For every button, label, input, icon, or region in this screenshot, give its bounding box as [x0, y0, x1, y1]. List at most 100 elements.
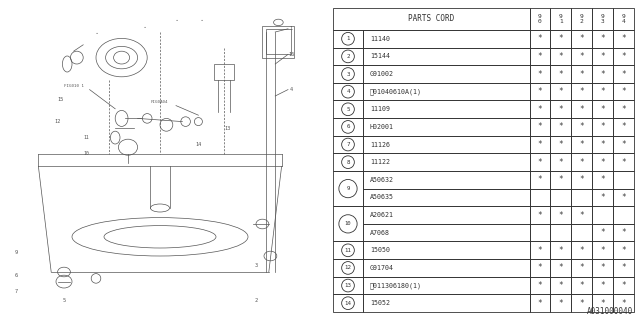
Text: *: * — [538, 211, 542, 220]
Text: 7: 7 — [15, 289, 17, 294]
Text: *: * — [600, 228, 605, 237]
Bar — [592, 171, 613, 188]
Bar — [333, 100, 364, 118]
Text: 11: 11 — [84, 135, 89, 140]
Text: *: * — [538, 175, 542, 184]
Text: *: * — [579, 69, 584, 78]
Bar — [550, 153, 571, 171]
Bar — [333, 136, 364, 153]
Bar — [550, 83, 571, 100]
Text: *: * — [600, 263, 605, 272]
Bar — [530, 153, 550, 171]
Bar — [364, 294, 530, 312]
Bar — [530, 48, 550, 65]
Text: A50632: A50632 — [370, 177, 394, 183]
Bar — [592, 48, 613, 65]
Text: FIG0A04: FIG0A04 — [150, 100, 168, 104]
Bar — [364, 118, 530, 136]
Text: *: * — [559, 87, 563, 96]
Bar — [364, 153, 530, 171]
Bar — [364, 277, 530, 294]
Bar — [530, 171, 550, 188]
Text: FIG010 1: FIG010 1 — [64, 84, 84, 88]
Text: *: * — [538, 299, 542, 308]
Bar — [613, 188, 634, 206]
Bar — [550, 294, 571, 312]
Text: 4: 4 — [346, 89, 349, 94]
Bar — [572, 136, 592, 153]
Text: Ⓑ011306180(1): Ⓑ011306180(1) — [370, 282, 422, 289]
Text: *: * — [600, 123, 605, 132]
Text: *: * — [559, 105, 563, 114]
Text: *: * — [559, 263, 563, 272]
Text: *: * — [621, 158, 625, 167]
Bar — [364, 30, 530, 48]
Bar — [572, 153, 592, 171]
Bar — [613, 8, 634, 30]
Bar — [572, 83, 592, 100]
Bar — [592, 136, 613, 153]
Bar — [572, 48, 592, 65]
Text: 6: 6 — [346, 124, 349, 129]
Bar — [530, 188, 550, 206]
Text: 10: 10 — [345, 221, 351, 226]
Text: 14: 14 — [344, 301, 351, 306]
Bar — [572, 118, 592, 136]
Text: *: * — [579, 158, 584, 167]
Bar — [592, 277, 613, 294]
Text: 9
4: 9 4 — [621, 14, 625, 24]
Text: *: * — [600, 140, 605, 149]
Bar — [592, 8, 613, 30]
Bar — [572, 100, 592, 118]
Bar — [550, 242, 571, 259]
Text: *: * — [538, 140, 542, 149]
Text: *: * — [579, 211, 584, 220]
Text: *: * — [600, 105, 605, 114]
Bar — [613, 83, 634, 100]
Bar — [333, 277, 364, 294]
Text: *: * — [538, 281, 542, 290]
Text: 15052: 15052 — [370, 300, 390, 306]
Text: *: * — [600, 34, 605, 43]
Text: *: * — [538, 69, 542, 78]
Bar — [613, 242, 634, 259]
Text: *: * — [559, 123, 563, 132]
Bar — [364, 206, 530, 224]
Bar — [572, 30, 592, 48]
Bar — [333, 30, 364, 48]
Text: 5: 5 — [63, 298, 65, 303]
Text: *: * — [579, 299, 584, 308]
Text: *: * — [621, 87, 625, 96]
Text: .: . — [142, 23, 146, 28]
Text: .: . — [200, 16, 204, 22]
Text: *: * — [559, 246, 563, 255]
Text: 15144: 15144 — [370, 53, 390, 60]
Text: *: * — [621, 52, 625, 61]
Text: *: * — [538, 34, 542, 43]
Text: *: * — [559, 211, 563, 220]
Bar — [592, 242, 613, 259]
Bar — [613, 30, 634, 48]
Bar — [613, 118, 634, 136]
Bar — [613, 48, 634, 65]
Bar — [333, 153, 364, 171]
Bar — [550, 48, 571, 65]
Text: *: * — [559, 34, 563, 43]
Text: *: * — [559, 140, 563, 149]
Text: *: * — [538, 52, 542, 61]
Text: 13: 13 — [224, 125, 230, 131]
Text: .: . — [174, 16, 178, 22]
Text: *: * — [600, 175, 605, 184]
Bar — [550, 118, 571, 136]
Bar — [550, 277, 571, 294]
Text: 13: 13 — [344, 283, 351, 288]
Bar — [333, 171, 364, 206]
Text: *: * — [538, 105, 542, 114]
Text: .: . — [94, 29, 98, 35]
Text: 2: 2 — [346, 54, 349, 59]
Bar — [613, 294, 634, 312]
Bar — [572, 277, 592, 294]
Bar — [592, 100, 613, 118]
Bar — [364, 259, 530, 277]
Bar — [530, 83, 550, 100]
